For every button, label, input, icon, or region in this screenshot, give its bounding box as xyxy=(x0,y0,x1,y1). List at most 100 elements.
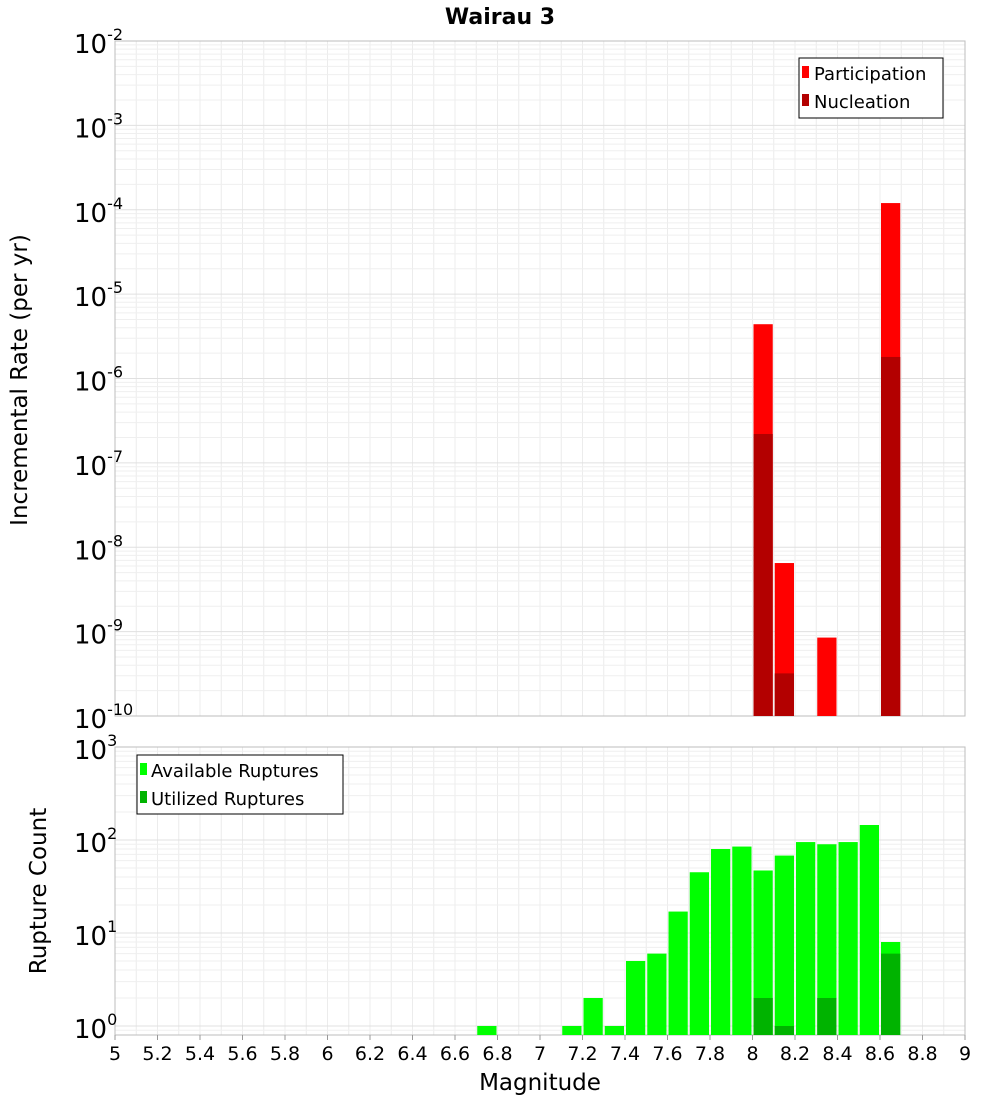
y-tick-base: 10 xyxy=(74,452,107,482)
bar-available-ruptures xyxy=(562,1025,582,1035)
y-tick-exponent: -8 xyxy=(107,531,123,550)
x-tick-label: 6.4 xyxy=(397,1043,427,1065)
x-tick-label: 7.6 xyxy=(652,1043,682,1065)
bar-utilized-ruptures xyxy=(753,997,773,1035)
y-tick-base: 10 xyxy=(74,1015,107,1045)
y-tick-base: 10 xyxy=(74,30,107,60)
bar-available-ruptures xyxy=(477,1025,497,1035)
x-tick-label: 5.4 xyxy=(185,1043,215,1065)
bar-available-ruptures xyxy=(796,842,816,1035)
bar-available-ruptures xyxy=(753,870,773,1035)
legend-label-available: Available Ruptures xyxy=(151,761,319,782)
bar-utilized-ruptures xyxy=(881,953,901,1035)
top-plot-area xyxy=(114,40,966,717)
bottom-bars xyxy=(477,824,901,1035)
x-tick-label: 5 xyxy=(109,1043,121,1065)
x-tick-label: 5.6 xyxy=(227,1043,257,1065)
top-legend-box xyxy=(798,57,944,119)
y-tick-exponent: 1 xyxy=(107,917,117,936)
top-legend: Participation Nucleation xyxy=(798,57,944,119)
legend-label-utilized: Utilized Ruptures xyxy=(151,789,304,810)
bar-participation xyxy=(817,637,837,716)
top-y-tick-label: 10-2 xyxy=(74,25,123,60)
bar-available-ruptures xyxy=(859,824,879,1035)
top-y-tick-label: 10-7 xyxy=(74,447,123,482)
bar-utilized-ruptures xyxy=(817,997,837,1035)
y-tick-base: 10 xyxy=(74,368,107,398)
top-y-tick-label: 10-5 xyxy=(74,278,123,313)
top-y-tick-label: 10-9 xyxy=(74,616,123,651)
bottom-legend: Available Ruptures Utilized Ruptures xyxy=(136,754,344,815)
x-tick-label: 7 xyxy=(534,1043,546,1065)
y-tick-base: 10 xyxy=(74,536,107,566)
bar-available-ruptures xyxy=(604,1025,624,1035)
y-tick-exponent: -10 xyxy=(107,700,133,719)
x-tick-label: 6.2 xyxy=(355,1043,385,1065)
y-tick-exponent: -6 xyxy=(107,363,123,382)
bar-available-ruptures xyxy=(838,842,858,1035)
x-tick-label: 8.2 xyxy=(780,1043,810,1065)
bottom-y-tick-label: 101 xyxy=(74,917,117,952)
bar-available-ruptures xyxy=(647,953,667,1035)
top-y-tick-label: 10-10 xyxy=(74,700,133,735)
top-y-tick-label: 10-4 xyxy=(74,194,123,229)
legend-swatch-nucleation xyxy=(802,94,809,106)
legend-label-nucleation: Nucleation xyxy=(814,92,910,113)
bar-available-ruptures xyxy=(711,849,731,1035)
y-tick-exponent: -7 xyxy=(107,447,123,466)
bottom-legend-box xyxy=(136,754,344,815)
x-tick-label: 8 xyxy=(746,1043,758,1065)
x-tick-label: 6 xyxy=(321,1043,333,1065)
bar-available-ruptures xyxy=(817,844,837,1035)
top-y-axis-label: Incremental Rate (per yr) xyxy=(7,234,33,526)
top-y-tick-label: 10-6 xyxy=(74,363,123,398)
y-tick-base: 10 xyxy=(74,621,107,651)
x-tick-label: 8.4 xyxy=(822,1043,852,1065)
x-axis-label: Magnitude xyxy=(479,1070,601,1096)
bar-available-ruptures xyxy=(689,872,709,1035)
y-tick-exponent: -9 xyxy=(107,616,123,635)
y-tick-base: 10 xyxy=(74,283,107,313)
y-tick-exponent: 0 xyxy=(107,1010,117,1029)
bar-available-ruptures xyxy=(626,960,646,1035)
x-tick-label: 9 xyxy=(959,1043,971,1065)
bar-available-ruptures xyxy=(774,855,794,1035)
bottom-y-tick-label: 103 xyxy=(74,731,117,766)
x-tick-label: 7.2 xyxy=(567,1043,597,1065)
x-tick-label: 8.6 xyxy=(865,1043,895,1065)
x-tick-label: 8.8 xyxy=(907,1043,937,1065)
y-tick-exponent: 2 xyxy=(107,824,117,843)
legend-label-participation: Participation xyxy=(814,64,926,85)
x-tick-label: 7.8 xyxy=(695,1043,725,1065)
x-tick-label: 5.2 xyxy=(142,1043,172,1065)
y-tick-exponent: -5 xyxy=(107,278,123,297)
top-y-tick-label: 10-8 xyxy=(74,531,123,566)
y-tick-base: 10 xyxy=(74,736,107,766)
top-plot-grid xyxy=(115,41,965,716)
y-tick-base: 10 xyxy=(74,829,107,859)
bar-available-ruptures xyxy=(668,911,688,1035)
bar-nucleation xyxy=(753,433,773,716)
y-tick-base: 10 xyxy=(74,705,107,735)
bottom-y-axis-label: Rupture Count xyxy=(26,808,52,974)
y-tick-base: 10 xyxy=(74,199,107,229)
legend-swatch-participation xyxy=(802,66,809,78)
bar-nucleation xyxy=(881,356,901,716)
bar-nucleation xyxy=(774,673,794,716)
y-tick-exponent: -3 xyxy=(107,109,123,128)
y-tick-exponent: 3 xyxy=(107,731,117,750)
bar-utilized-ruptures xyxy=(774,1025,794,1035)
legend-swatch-utilized xyxy=(140,791,147,803)
bottom-y-tick-label: 102 xyxy=(74,824,117,859)
y-tick-base: 10 xyxy=(74,922,107,952)
top-y-tick-label: 10-3 xyxy=(74,109,123,144)
bottom-y-tick-label: 100 xyxy=(74,1010,117,1045)
bar-available-ruptures xyxy=(732,846,752,1035)
x-tick-label: 6.8 xyxy=(482,1043,512,1065)
x-tick-label: 7.4 xyxy=(610,1043,640,1065)
x-ticks: 5 5.2 5.4 5.6 5.8 6 6.2 6.4 6.6 6.8 7 7.2 7.4 7.6 7.8 8… xyxy=(109,1035,971,1065)
top-bars xyxy=(753,203,901,716)
